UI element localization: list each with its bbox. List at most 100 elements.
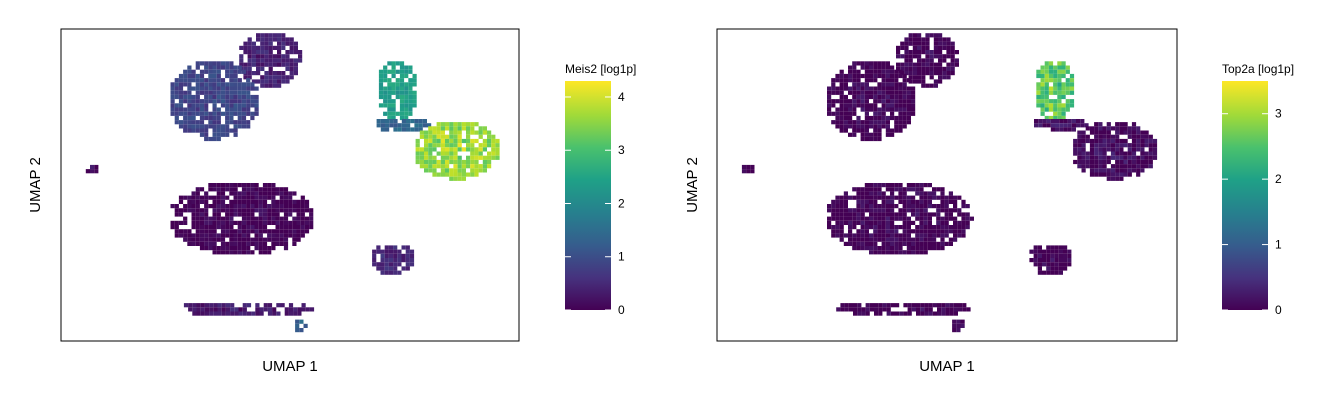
hexbin-point (440, 159, 445, 165)
hexbin-point (917, 41, 922, 46)
hexbin-point (378, 78, 384, 83)
hexbin-point (1106, 126, 1111, 131)
hexbin-point (220, 204, 226, 209)
hexbin-point (945, 307, 950, 312)
hexbin-point (199, 212, 205, 217)
hexbin-point (387, 78, 392, 83)
hexbin-point (241, 241, 247, 246)
hexbin-point (942, 66, 947, 71)
hexbin-point (225, 208, 230, 213)
hexbin-point (1046, 119, 1051, 124)
hexbin-point (384, 253, 389, 258)
hexbin-point (428, 138, 433, 144)
hexbin-point (938, 45, 943, 50)
hexbin-point (864, 136, 869, 142)
hexbin-point (187, 103, 192, 108)
hexbin-point (933, 71, 938, 76)
hexbin-point (482, 168, 487, 173)
hexbin-point (894, 250, 899, 255)
hexbin-point (242, 311, 247, 316)
hexbin-point (1067, 119, 1072, 124)
hexbin-point (835, 225, 840, 230)
hexbin-point (233, 107, 238, 112)
hexbin-point (237, 124, 242, 129)
hexbin-point (864, 86, 869, 91)
hexbin-point (466, 159, 471, 165)
hexbin-point (280, 303, 285, 308)
hexbin-point (839, 237, 844, 242)
hexbin-point (1036, 73, 1041, 79)
hexbin-point (1144, 134, 1149, 139)
colorbar-tick-label: 2 (618, 196, 625, 210)
hexbin-point (264, 37, 269, 42)
hexbin-point (860, 61, 865, 66)
hexbin-point (877, 132, 882, 137)
hexbin-point (391, 82, 396, 87)
hexbin-point (271, 191, 276, 196)
hexbin-point (285, 54, 290, 59)
hexbin-point (391, 86, 396, 91)
hexbin-point (1119, 151, 1124, 156)
hexbin-point (272, 33, 277, 38)
hexbin-point (1127, 134, 1132, 139)
hexbin-point (428, 130, 433, 135)
hexbin-point (178, 120, 184, 125)
hexbin-point (233, 195, 238, 200)
hexbin-point (923, 208, 928, 213)
hexbin-point (267, 237, 272, 242)
hexbin-point (216, 124, 221, 129)
hexbin-point (1148, 147, 1153, 152)
hexbin-point (449, 159, 454, 165)
hexbin-point (216, 187, 221, 192)
hexbin-point (187, 99, 192, 104)
hexbin-point (877, 191, 882, 196)
hexbin-point (250, 86, 255, 91)
hexbin-point (896, 54, 901, 59)
hexbin-point (932, 233, 937, 238)
hexbin-point (268, 45, 273, 50)
hexbin-point (912, 71, 917, 76)
hexbin-point (1040, 82, 1045, 87)
hexbin-point (1098, 126, 1103, 131)
hexbin-point (906, 111, 911, 116)
hexbin-point (856, 120, 861, 125)
hexbin-point (898, 73, 903, 79)
hexbin-point (1038, 119, 1043, 124)
hexbin-point (94, 164, 99, 170)
hexbin-point (1057, 61, 1062, 66)
hexbin-point (873, 246, 878, 251)
hexbin-point (948, 229, 953, 234)
hexbin-point (289, 75, 294, 80)
hexbin-point (246, 107, 251, 112)
hexbin-point (296, 220, 301, 225)
hexbin-point (246, 204, 251, 209)
hexbin-point (827, 103, 832, 108)
hexbin-point (419, 159, 424, 165)
hexbin-point (920, 311, 925, 316)
hexbin-point (1063, 262, 1068, 267)
hexbin-point (237, 204, 242, 209)
hexbin-point (246, 90, 251, 95)
hexbin-point (1148, 164, 1153, 169)
hexbin-point (457, 134, 462, 139)
hexbin-point (881, 69, 886, 74)
hexbin-point (896, 62, 901, 67)
hexbin-point (309, 216, 314, 221)
hexbin-point (212, 99, 217, 104)
hexbin-point (885, 65, 890, 70)
hexbin-point (262, 229, 268, 234)
hexbin-point (1115, 155, 1120, 160)
colorbar-tick-label: 0 (618, 303, 625, 317)
hexbin-point (1036, 90, 1041, 95)
hexbin-point (264, 50, 269, 55)
hexbin-point (466, 134, 471, 139)
hexbin-point (902, 208, 907, 213)
hexbin-point (260, 66, 265, 71)
hexbin-point (254, 204, 259, 209)
hexbin-point (449, 143, 454, 148)
hexbin-point (419, 147, 424, 152)
hexbin-point (401, 123, 406, 128)
hexbin-point (1046, 266, 1051, 271)
hexbin-point (839, 216, 844, 221)
hexbin-point (912, 45, 917, 50)
